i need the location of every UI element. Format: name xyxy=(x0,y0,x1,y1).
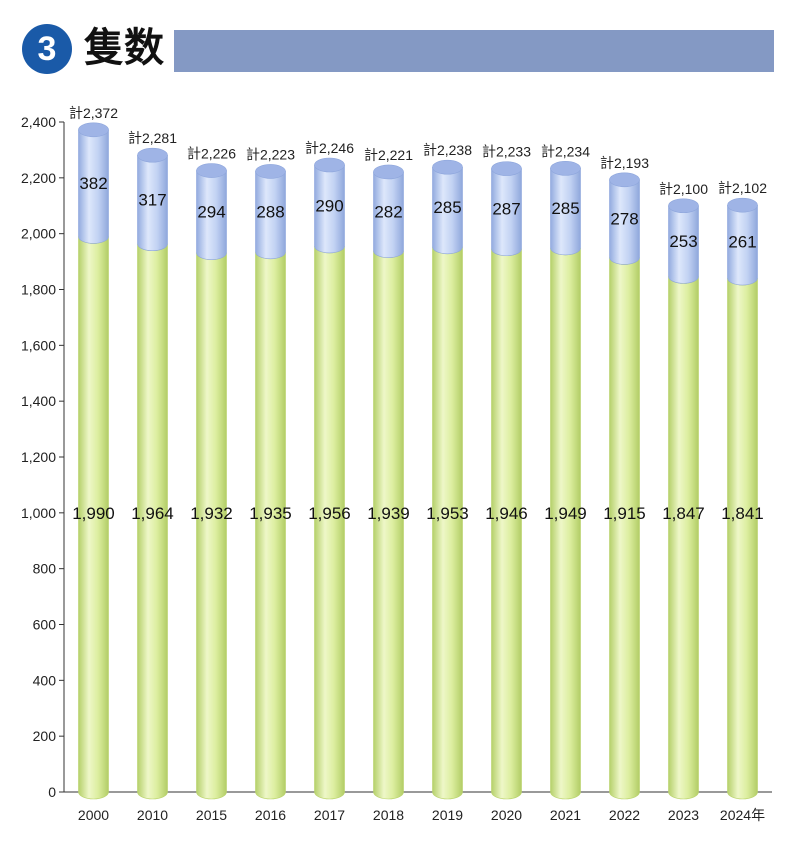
upper-value-label: 288 xyxy=(256,203,284,222)
upper-value-label: 317 xyxy=(138,190,166,209)
total-label: 計2,226 xyxy=(187,146,236,162)
bar-lower-segment xyxy=(196,252,227,800)
total-label: 計2,281 xyxy=(128,130,177,146)
total-label: 計2,102 xyxy=(718,180,767,196)
total-label: 計2,246 xyxy=(305,140,354,156)
lower-value-label: 1,915 xyxy=(603,504,646,523)
x-tick-label: 2018 xyxy=(373,807,404,823)
lower-value-label: 1,841 xyxy=(721,504,764,523)
y-tick-label: 400 xyxy=(33,672,57,688)
total-label: 計2,234 xyxy=(541,143,590,159)
lower-value-label: 1,847 xyxy=(662,504,705,523)
lower-value-label: 1,949 xyxy=(544,504,587,523)
bar-upper-segment xyxy=(491,168,522,257)
bar-top-cap xyxy=(432,159,463,175)
x-tick-label: 2024年 xyxy=(720,807,765,823)
lower-value-label: 1,990 xyxy=(72,504,115,523)
upper-value-label: 294 xyxy=(197,203,225,222)
bar-top-cap xyxy=(196,163,227,178)
upper-value-label: 253 xyxy=(669,232,697,251)
bar-upper-segment xyxy=(609,179,640,265)
upper-value-label: 282 xyxy=(374,202,402,221)
bar-top-cap xyxy=(550,161,581,176)
y-tick-label: 600 xyxy=(33,617,57,633)
upper-value-label: 382 xyxy=(79,174,107,193)
y-tick-label: 1,200 xyxy=(21,449,56,465)
bar-upper-segment xyxy=(432,166,463,255)
lower-value-label: 1,964 xyxy=(131,504,174,523)
total-label: 計2,193 xyxy=(600,155,649,171)
lower-value-label: 1,956 xyxy=(308,504,351,523)
total-label: 計2,223 xyxy=(246,146,295,162)
bar-upper-segment xyxy=(727,204,758,286)
lower-value-label: 1,939 xyxy=(367,504,410,523)
bar-lower-segment xyxy=(432,246,463,800)
bar-upper-segment xyxy=(78,129,109,244)
title-bar xyxy=(174,30,774,72)
bar-lower-segment xyxy=(255,251,286,800)
y-tick-label: 0 xyxy=(48,784,56,800)
y-tick-label: 1,400 xyxy=(21,393,56,409)
bar-lower-segment xyxy=(609,257,640,800)
chart-header: 3 隻数 xyxy=(0,0,800,90)
x-tick-label: 2021 xyxy=(550,807,581,823)
x-tick-label: 2019 xyxy=(432,807,463,823)
x-tick-label: 2010 xyxy=(137,807,168,823)
y-tick-label: 200 xyxy=(33,728,57,744)
total-label: 計2,233 xyxy=(482,144,531,160)
bar-top-cap xyxy=(314,157,345,173)
bar-upper-segment xyxy=(137,154,168,251)
bar-top-cap xyxy=(491,161,522,176)
upper-value-label: 290 xyxy=(315,196,343,215)
bar-upper-segment xyxy=(550,168,581,256)
total-label: 計2,238 xyxy=(423,142,472,158)
bar-lower-segment xyxy=(491,248,522,800)
bar-upper-segment xyxy=(668,205,699,284)
y-tick-label: 1,000 xyxy=(21,505,56,521)
lower-value-label: 1,932 xyxy=(190,504,233,523)
bar-lower-segment xyxy=(727,278,758,800)
bar-top-cap xyxy=(668,198,699,214)
lower-value-label: 1,953 xyxy=(426,504,469,523)
x-tick-label: 2020 xyxy=(491,807,522,823)
x-tick-label: 2023 xyxy=(668,807,699,823)
x-tick-label: 2017 xyxy=(314,807,345,823)
total-label: 計2,100 xyxy=(659,181,708,197)
total-label: 計2,372 xyxy=(69,105,118,121)
x-tick-label: 2015 xyxy=(196,807,227,823)
lower-value-label: 1,935 xyxy=(249,504,292,523)
bar-upper-segment xyxy=(373,171,404,258)
x-tick-label: 2000 xyxy=(78,807,109,823)
upper-value-label: 287 xyxy=(492,200,520,219)
bar-top-cap xyxy=(78,122,109,138)
bar-upper-segment xyxy=(255,171,286,260)
bar-lower-segment xyxy=(550,247,581,800)
bar-lower-segment xyxy=(668,276,699,800)
bar-top-cap xyxy=(727,197,758,213)
bar-top-cap xyxy=(609,172,640,188)
upper-value-label: 278 xyxy=(610,210,638,229)
chart-title: 隻数 xyxy=(84,26,164,70)
y-tick-label: 1,600 xyxy=(21,337,56,353)
section-number-badge: 3 xyxy=(22,24,72,74)
bar-top-cap xyxy=(255,164,286,179)
x-tick-label: 2016 xyxy=(255,807,286,823)
y-tick-label: 2,400 xyxy=(21,114,56,130)
upper-value-label: 285 xyxy=(433,198,461,217)
bar-top-cap xyxy=(373,164,404,180)
y-tick-label: 800 xyxy=(33,561,57,577)
x-tick-label: 2022 xyxy=(609,807,640,823)
y-tick-label: 1,800 xyxy=(21,282,56,298)
upper-value-label: 285 xyxy=(551,199,579,218)
y-tick-label: 2,200 xyxy=(21,170,56,186)
total-label: 計2,221 xyxy=(364,147,413,163)
upper-value-label: 261 xyxy=(728,233,756,252)
lower-value-label: 1,946 xyxy=(485,504,528,523)
bar-lower-segment xyxy=(373,250,404,800)
bar-upper-segment xyxy=(314,164,345,254)
y-tick-label: 2,000 xyxy=(21,226,56,242)
bar-top-cap xyxy=(137,147,168,163)
bar-upper-segment xyxy=(196,170,227,260)
